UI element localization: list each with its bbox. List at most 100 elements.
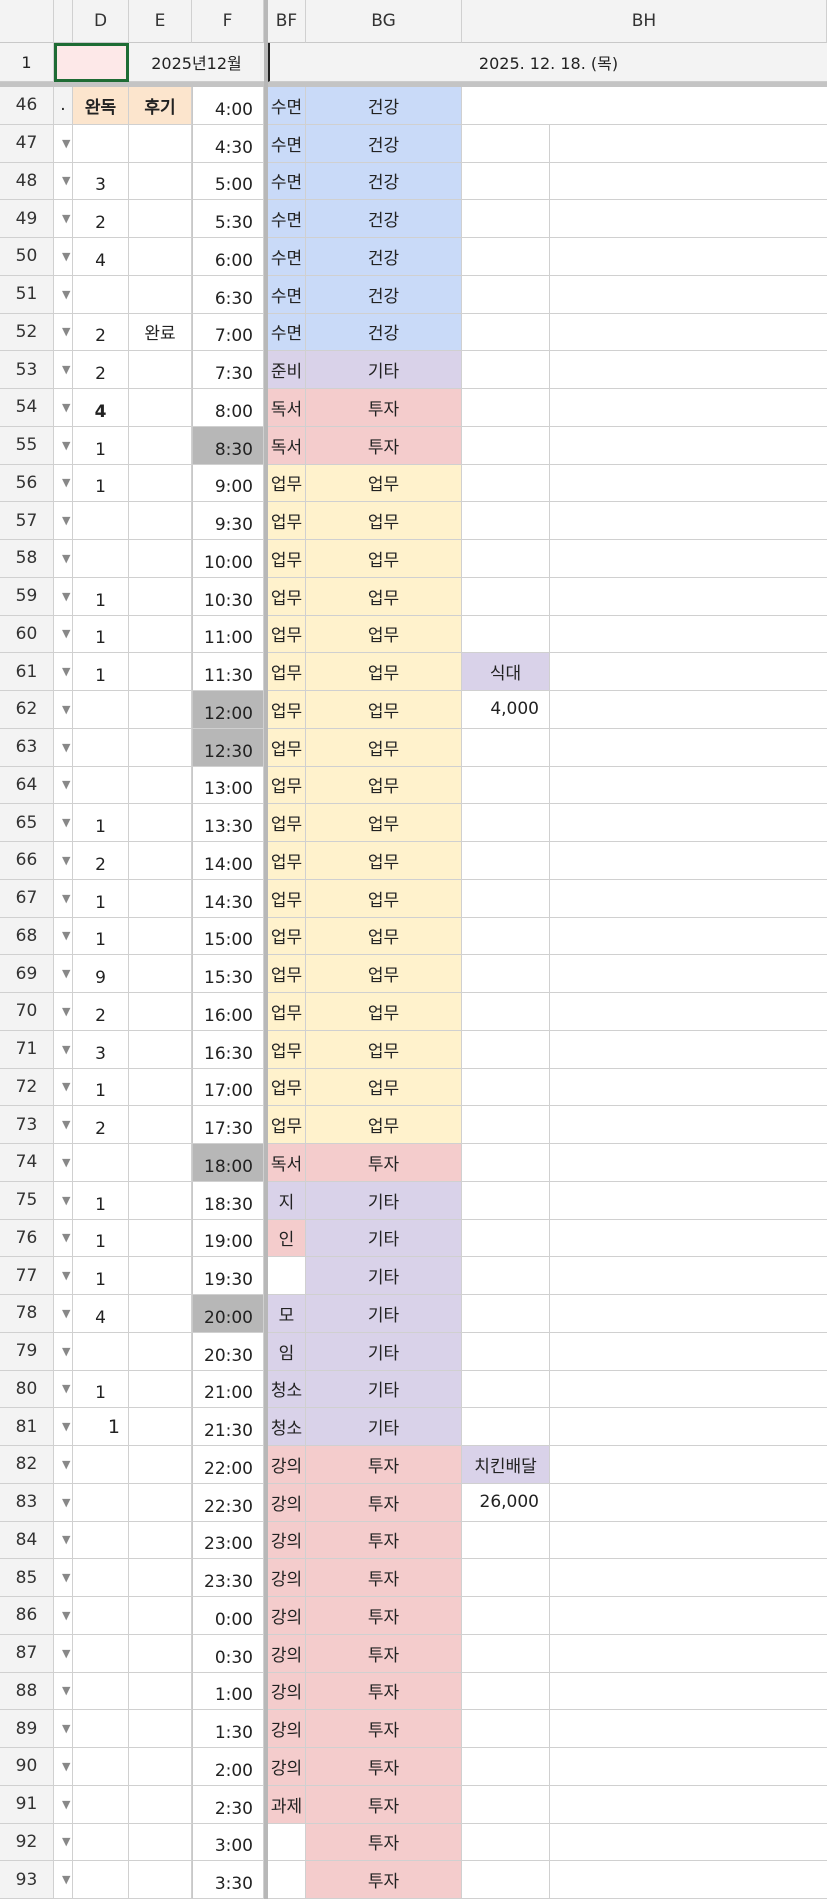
empty-cell[interactable] bbox=[550, 880, 827, 918]
row-header[interactable]: 74 bbox=[0, 1144, 54, 1182]
time-cell[interactable]: 0:00 bbox=[192, 1597, 264, 1635]
row-header[interactable]: 80 bbox=[0, 1370, 54, 1409]
empty-cell[interactable] bbox=[550, 1748, 827, 1786]
dropdown-arrow-icon[interactable]: ▼ bbox=[54, 1068, 73, 1107]
dropdown-arrow-icon[interactable]: ▼ bbox=[54, 426, 73, 465]
row-header[interactable]: 78 bbox=[0, 1295, 54, 1333]
dropdown-arrow-icon[interactable]: ▼ bbox=[54, 275, 73, 314]
category-cell[interactable]: 기타 bbox=[306, 1408, 462, 1446]
empty-cell[interactable] bbox=[550, 1295, 827, 1333]
activity-cell[interactable]: 업무 bbox=[268, 804, 306, 842]
category-cell[interactable]: 업무 bbox=[306, 502, 462, 540]
row-header[interactable]: 77 bbox=[0, 1257, 54, 1295]
complete-count-cell[interactable]: 2 bbox=[73, 842, 129, 880]
note-cell[interactable] bbox=[462, 804, 550, 842]
complete-count-cell[interactable]: 3 bbox=[73, 162, 129, 201]
activity-cell[interactable]: 수면 bbox=[268, 162, 306, 201]
review-cell[interactable] bbox=[129, 1559, 192, 1597]
activity-cell[interactable]: 수면 bbox=[268, 124, 306, 163]
complete-count-cell[interactable] bbox=[73, 1483, 129, 1522]
category-cell[interactable]: 기타 bbox=[306, 1257, 462, 1295]
empty-cell[interactable] bbox=[550, 729, 827, 767]
empty-cell[interactable] bbox=[550, 804, 827, 842]
note-cell[interactable] bbox=[462, 275, 550, 314]
row-header[interactable]: 72 bbox=[0, 1068, 54, 1107]
time-cell[interactable]: 2:30 bbox=[192, 1785, 264, 1824]
complete-count-cell[interactable] bbox=[73, 1446, 129, 1484]
review-cell[interactable] bbox=[129, 1257, 192, 1295]
review-cell[interactable]: 완료 bbox=[129, 313, 192, 352]
row-header[interactable]: 54 bbox=[0, 389, 54, 427]
activity-cell[interactable]: 강의 bbox=[268, 1483, 306, 1522]
time-cell[interactable]: 2:00 bbox=[192, 1748, 264, 1786]
time-cell[interactable]: 13:30 bbox=[192, 804, 264, 842]
complete-count-cell[interactable]: 1 bbox=[73, 1408, 129, 1446]
note-cell[interactable] bbox=[462, 351, 550, 389]
category-cell[interactable]: 투자 bbox=[306, 1785, 462, 1824]
empty-cell[interactable] bbox=[550, 1031, 827, 1069]
complete-count-cell[interactable]: 1 bbox=[73, 464, 129, 503]
empty-cell[interactable] bbox=[550, 502, 827, 540]
activity-cell[interactable] bbox=[268, 1257, 306, 1295]
category-cell[interactable]: 업무 bbox=[306, 1030, 462, 1069]
category-cell[interactable]: 투자 bbox=[306, 1559, 462, 1597]
time-cell[interactable]: 5:30 bbox=[192, 200, 264, 238]
complete-count-cell[interactable]: 1 bbox=[73, 917, 129, 956]
row-header[interactable]: 46 bbox=[0, 87, 54, 125]
frozen-rows-divider[interactable] bbox=[0, 82, 827, 87]
time-cell[interactable]: 4:00 bbox=[192, 87, 264, 125]
note-cell[interactable] bbox=[462, 993, 550, 1031]
empty-cell[interactable] bbox=[550, 1333, 827, 1371]
complete-count-cell[interactable]: 4 bbox=[73, 389, 129, 427]
category-cell[interactable]: 기타 bbox=[306, 1295, 462, 1333]
time-cell[interactable]: 17:30 bbox=[192, 1106, 264, 1144]
category-cell[interactable]: 건강 bbox=[306, 87, 462, 125]
complete-count-cell[interactable]: 2 bbox=[73, 351, 129, 389]
row-header[interactable]: 56 bbox=[0, 464, 54, 503]
review-cell[interactable] bbox=[129, 464, 192, 503]
category-cell[interactable]: 기타 bbox=[306, 1181, 462, 1220]
row-header[interactable]: 51 bbox=[0, 275, 54, 314]
note-cell[interactable] bbox=[462, 313, 550, 352]
note-cell[interactable] bbox=[462, 1370, 550, 1409]
empty-cell[interactable] bbox=[550, 1522, 827, 1560]
complete-count-cell[interactable]: 1 bbox=[73, 653, 129, 691]
complete-count-cell[interactable] bbox=[73, 1748, 129, 1786]
dropdown-arrow-icon[interactable]: ▼ bbox=[54, 1823, 73, 1862]
review-cell[interactable] bbox=[129, 389, 192, 427]
note-cell[interactable] bbox=[462, 1672, 550, 1711]
activity-cell[interactable]: 지 bbox=[268, 1181, 306, 1220]
review-cell[interactable] bbox=[129, 653, 192, 691]
category-cell[interactable]: 업무 bbox=[306, 577, 462, 616]
row-header[interactable]: 70 bbox=[0, 993, 54, 1031]
note-cell[interactable] bbox=[462, 426, 550, 465]
complete-count-cell[interactable]: 2 bbox=[73, 993, 129, 1031]
dropdown-arrow-icon[interactable]: ▼ bbox=[54, 804, 73, 842]
complete-count-cell[interactable]: 1 bbox=[73, 1257, 129, 1295]
category-cell[interactable]: 투자 bbox=[306, 1634, 462, 1673]
column-header-bg[interactable]: BG bbox=[306, 0, 462, 43]
activity-cell[interactable]: 강의 bbox=[268, 1634, 306, 1673]
activity-cell[interactable]: 업무 bbox=[268, 464, 306, 503]
time-cell[interactable]: 16:00 bbox=[192, 993, 264, 1031]
complete-count-cell[interactable] bbox=[73, 540, 129, 578]
activity-cell[interactable]: 업무 bbox=[268, 993, 306, 1031]
complete-count-cell[interactable] bbox=[73, 1710, 129, 1748]
note-cell[interactable] bbox=[462, 238, 550, 276]
time-cell[interactable]: 17:00 bbox=[192, 1068, 264, 1107]
time-cell[interactable]: 8:30 bbox=[192, 426, 264, 465]
note-cell[interactable]: 치킨배달 bbox=[462, 1446, 550, 1484]
empty-cell[interactable] bbox=[550, 691, 827, 729]
empty-cell[interactable] bbox=[550, 351, 827, 389]
category-cell[interactable]: 업무 bbox=[306, 917, 462, 956]
review-cell[interactable] bbox=[129, 615, 192, 654]
empty-cell[interactable] bbox=[550, 1559, 827, 1597]
time-cell[interactable]: 23:30 bbox=[192, 1559, 264, 1597]
activity-cell[interactable]: 업무 bbox=[268, 766, 306, 805]
complete-count-cell[interactable]: 4 bbox=[73, 238, 129, 276]
time-cell[interactable]: 22:30 bbox=[192, 1483, 264, 1522]
category-cell[interactable]: 기타 bbox=[306, 1219, 462, 1258]
row-header[interactable]: 67 bbox=[0, 879, 54, 918]
row-header[interactable]: 92 bbox=[0, 1823, 54, 1862]
category-cell[interactable]: 업무 bbox=[306, 1106, 462, 1144]
